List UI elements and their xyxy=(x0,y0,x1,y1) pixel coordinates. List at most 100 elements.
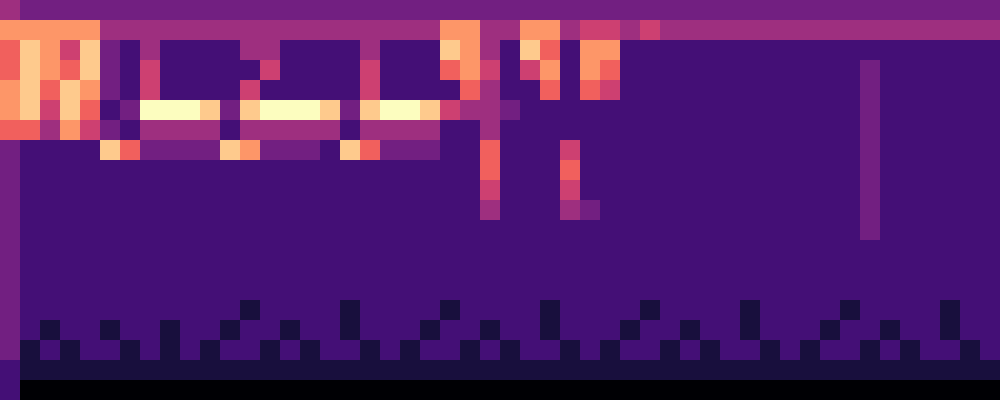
cell xyxy=(40,280,61,301)
cell xyxy=(700,120,721,141)
cell xyxy=(300,160,321,181)
cell xyxy=(160,240,181,261)
cell xyxy=(800,240,821,261)
cell xyxy=(220,140,241,161)
cell xyxy=(860,40,881,61)
cell xyxy=(160,220,181,241)
cell xyxy=(520,360,541,381)
cell xyxy=(700,20,721,41)
cell xyxy=(780,280,801,301)
cell xyxy=(420,40,441,61)
cell xyxy=(780,160,801,181)
cell xyxy=(700,240,721,261)
cell xyxy=(840,60,861,81)
cell xyxy=(60,200,81,221)
cell xyxy=(760,240,781,261)
cell xyxy=(140,360,161,381)
cell xyxy=(600,200,621,221)
cell xyxy=(580,360,601,381)
cell xyxy=(580,100,601,121)
cell xyxy=(380,240,401,261)
cell xyxy=(820,340,841,361)
cell xyxy=(360,340,381,361)
cell xyxy=(220,340,241,361)
cell xyxy=(640,100,661,121)
cell xyxy=(840,160,861,181)
cell xyxy=(200,140,221,161)
cell xyxy=(160,260,181,281)
cell xyxy=(940,180,961,201)
cell xyxy=(420,280,441,301)
cell xyxy=(440,0,461,21)
cell xyxy=(280,160,301,181)
cell xyxy=(140,220,161,241)
cell xyxy=(880,280,901,301)
cell xyxy=(180,20,201,41)
cell xyxy=(720,80,741,101)
cell xyxy=(200,120,221,141)
cell xyxy=(40,40,61,61)
cell xyxy=(740,180,761,201)
cell xyxy=(440,360,461,381)
cell xyxy=(500,280,521,301)
cell xyxy=(240,240,261,261)
cell xyxy=(160,120,181,141)
cell xyxy=(960,220,981,241)
cell xyxy=(680,260,701,281)
cell xyxy=(400,140,421,161)
cell xyxy=(800,140,821,161)
cell xyxy=(880,340,901,361)
cell xyxy=(800,0,821,21)
cell xyxy=(320,0,341,21)
cell xyxy=(220,60,241,81)
cell xyxy=(300,20,321,41)
cell xyxy=(20,120,41,141)
cell xyxy=(580,20,601,41)
cell xyxy=(720,140,741,161)
cell xyxy=(400,180,421,201)
cell xyxy=(360,160,381,181)
cell xyxy=(540,240,561,261)
cell xyxy=(120,100,141,121)
chart xyxy=(0,0,1000,400)
cell xyxy=(100,140,121,161)
cell xyxy=(520,20,541,41)
cell xyxy=(100,120,121,141)
cell xyxy=(320,20,341,41)
cell xyxy=(820,120,841,141)
cell xyxy=(120,380,141,400)
cell xyxy=(480,0,501,21)
cell xyxy=(180,220,201,241)
cell xyxy=(300,300,321,321)
cell xyxy=(760,300,781,321)
cell xyxy=(880,100,901,121)
cell xyxy=(200,220,221,241)
cell xyxy=(780,80,801,101)
cell xyxy=(720,160,741,181)
cell xyxy=(560,40,581,61)
cell xyxy=(400,100,421,121)
cell xyxy=(200,200,221,221)
cell xyxy=(840,360,861,381)
cell xyxy=(480,20,501,41)
cell xyxy=(300,180,321,201)
cell xyxy=(460,320,481,341)
cell xyxy=(460,160,481,181)
cell xyxy=(220,100,241,121)
cell xyxy=(20,60,41,81)
cell xyxy=(120,200,141,221)
cell xyxy=(140,40,161,61)
cell xyxy=(880,80,901,101)
cell xyxy=(40,180,61,201)
cell xyxy=(80,160,101,181)
cell xyxy=(960,300,981,321)
cell xyxy=(540,280,561,301)
cell xyxy=(760,320,781,341)
cell xyxy=(500,300,521,321)
cell xyxy=(880,200,901,221)
cell xyxy=(840,300,861,321)
cell xyxy=(120,220,141,241)
cell xyxy=(540,380,561,400)
cell xyxy=(380,200,401,221)
cell xyxy=(240,0,261,21)
